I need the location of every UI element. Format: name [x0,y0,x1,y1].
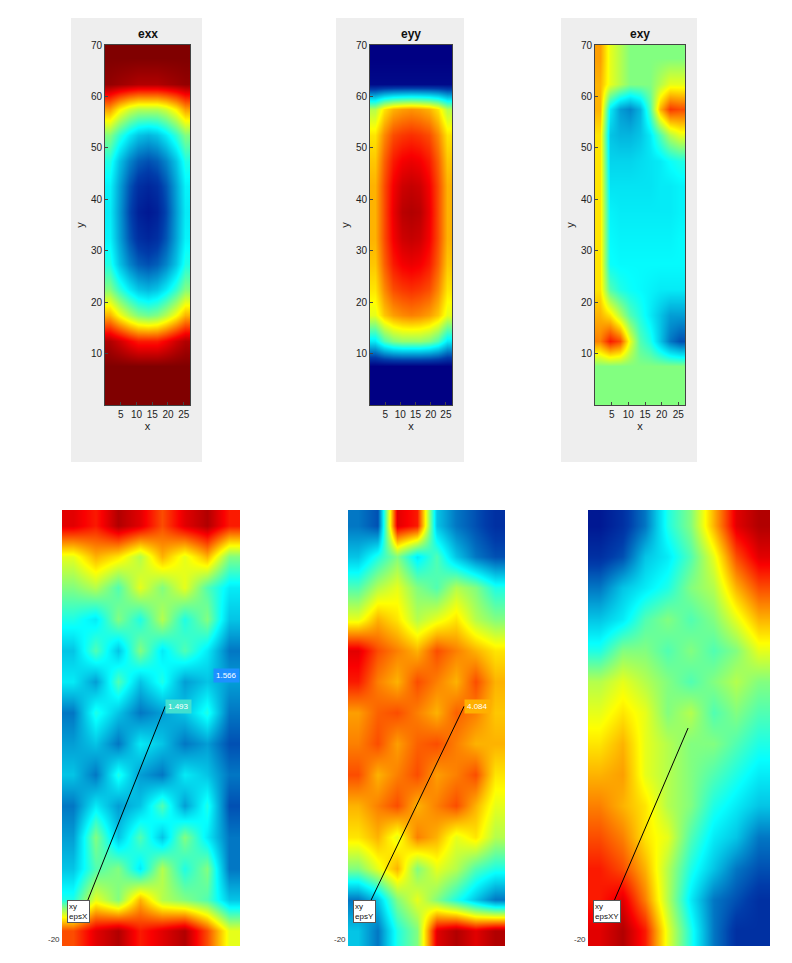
svg-text:10: 10 [623,409,635,420]
svg-text:20: 20 [656,409,668,420]
svg-text:50: 50 [91,142,103,153]
svg-text:20: 20 [91,297,103,308]
svg-text:eyy: eyy [401,27,421,41]
svg-text:15: 15 [147,409,159,420]
svg-text:10: 10 [395,409,407,420]
svg-text:xyepsX: xyepsX [69,902,88,921]
svg-text:60: 60 [91,91,103,102]
svg-text:exx: exx [138,27,158,41]
svg-text:25: 25 [178,409,190,420]
svg-text:20: 20 [356,297,368,308]
svg-text:20: 20 [162,409,174,420]
svg-text:15: 15 [410,409,422,420]
svg-text:60: 60 [356,91,368,102]
svg-text:10: 10 [91,348,103,359]
svg-text:30: 30 [91,245,103,256]
svg-text:exy: exy [630,27,650,41]
svg-text:15: 15 [639,409,651,420]
svg-text:30: 30 [356,245,368,256]
svg-text:70: 70 [356,40,368,51]
svg-text:40: 40 [581,194,593,205]
svg-text:1.493: 1.493 [168,702,189,711]
svg-text:10: 10 [131,409,143,420]
svg-text:-20: -20 [574,935,586,944]
svg-text:25: 25 [673,409,685,420]
svg-text:40: 40 [356,194,368,205]
svg-text:30: 30 [581,245,593,256]
svg-text:x: x [408,420,414,432]
svg-text:y: y [74,222,86,228]
svg-text:40: 40 [91,194,103,205]
svg-text:y: y [339,222,351,228]
svg-text:1.566: 1.566 [216,671,237,680]
svg-text:-20: -20 [48,935,60,944]
svg-text:x: x [145,420,151,432]
svg-text:25: 25 [440,409,452,420]
svg-text:y: y [564,222,576,228]
svg-text:50: 50 [581,142,593,153]
svg-text:10: 10 [581,348,593,359]
svg-text:-20: -20 [334,935,346,944]
svg-text:10: 10 [356,348,368,359]
svg-text:20: 20 [581,297,593,308]
svg-text:5: 5 [118,409,124,420]
svg-text:xyepsY: xyepsY [355,902,374,921]
svg-text:20: 20 [425,409,437,420]
svg-text:xyepsXY: xyepsXY [595,902,619,921]
svg-text:70: 70 [91,40,103,51]
svg-text:x: x [637,420,643,432]
svg-text:5: 5 [382,409,388,420]
svg-text:4.084: 4.084 [467,702,488,711]
svg-text:50: 50 [356,142,368,153]
svg-text:60: 60 [581,91,593,102]
svg-text:5: 5 [609,409,615,420]
svg-text:70: 70 [581,40,593,51]
